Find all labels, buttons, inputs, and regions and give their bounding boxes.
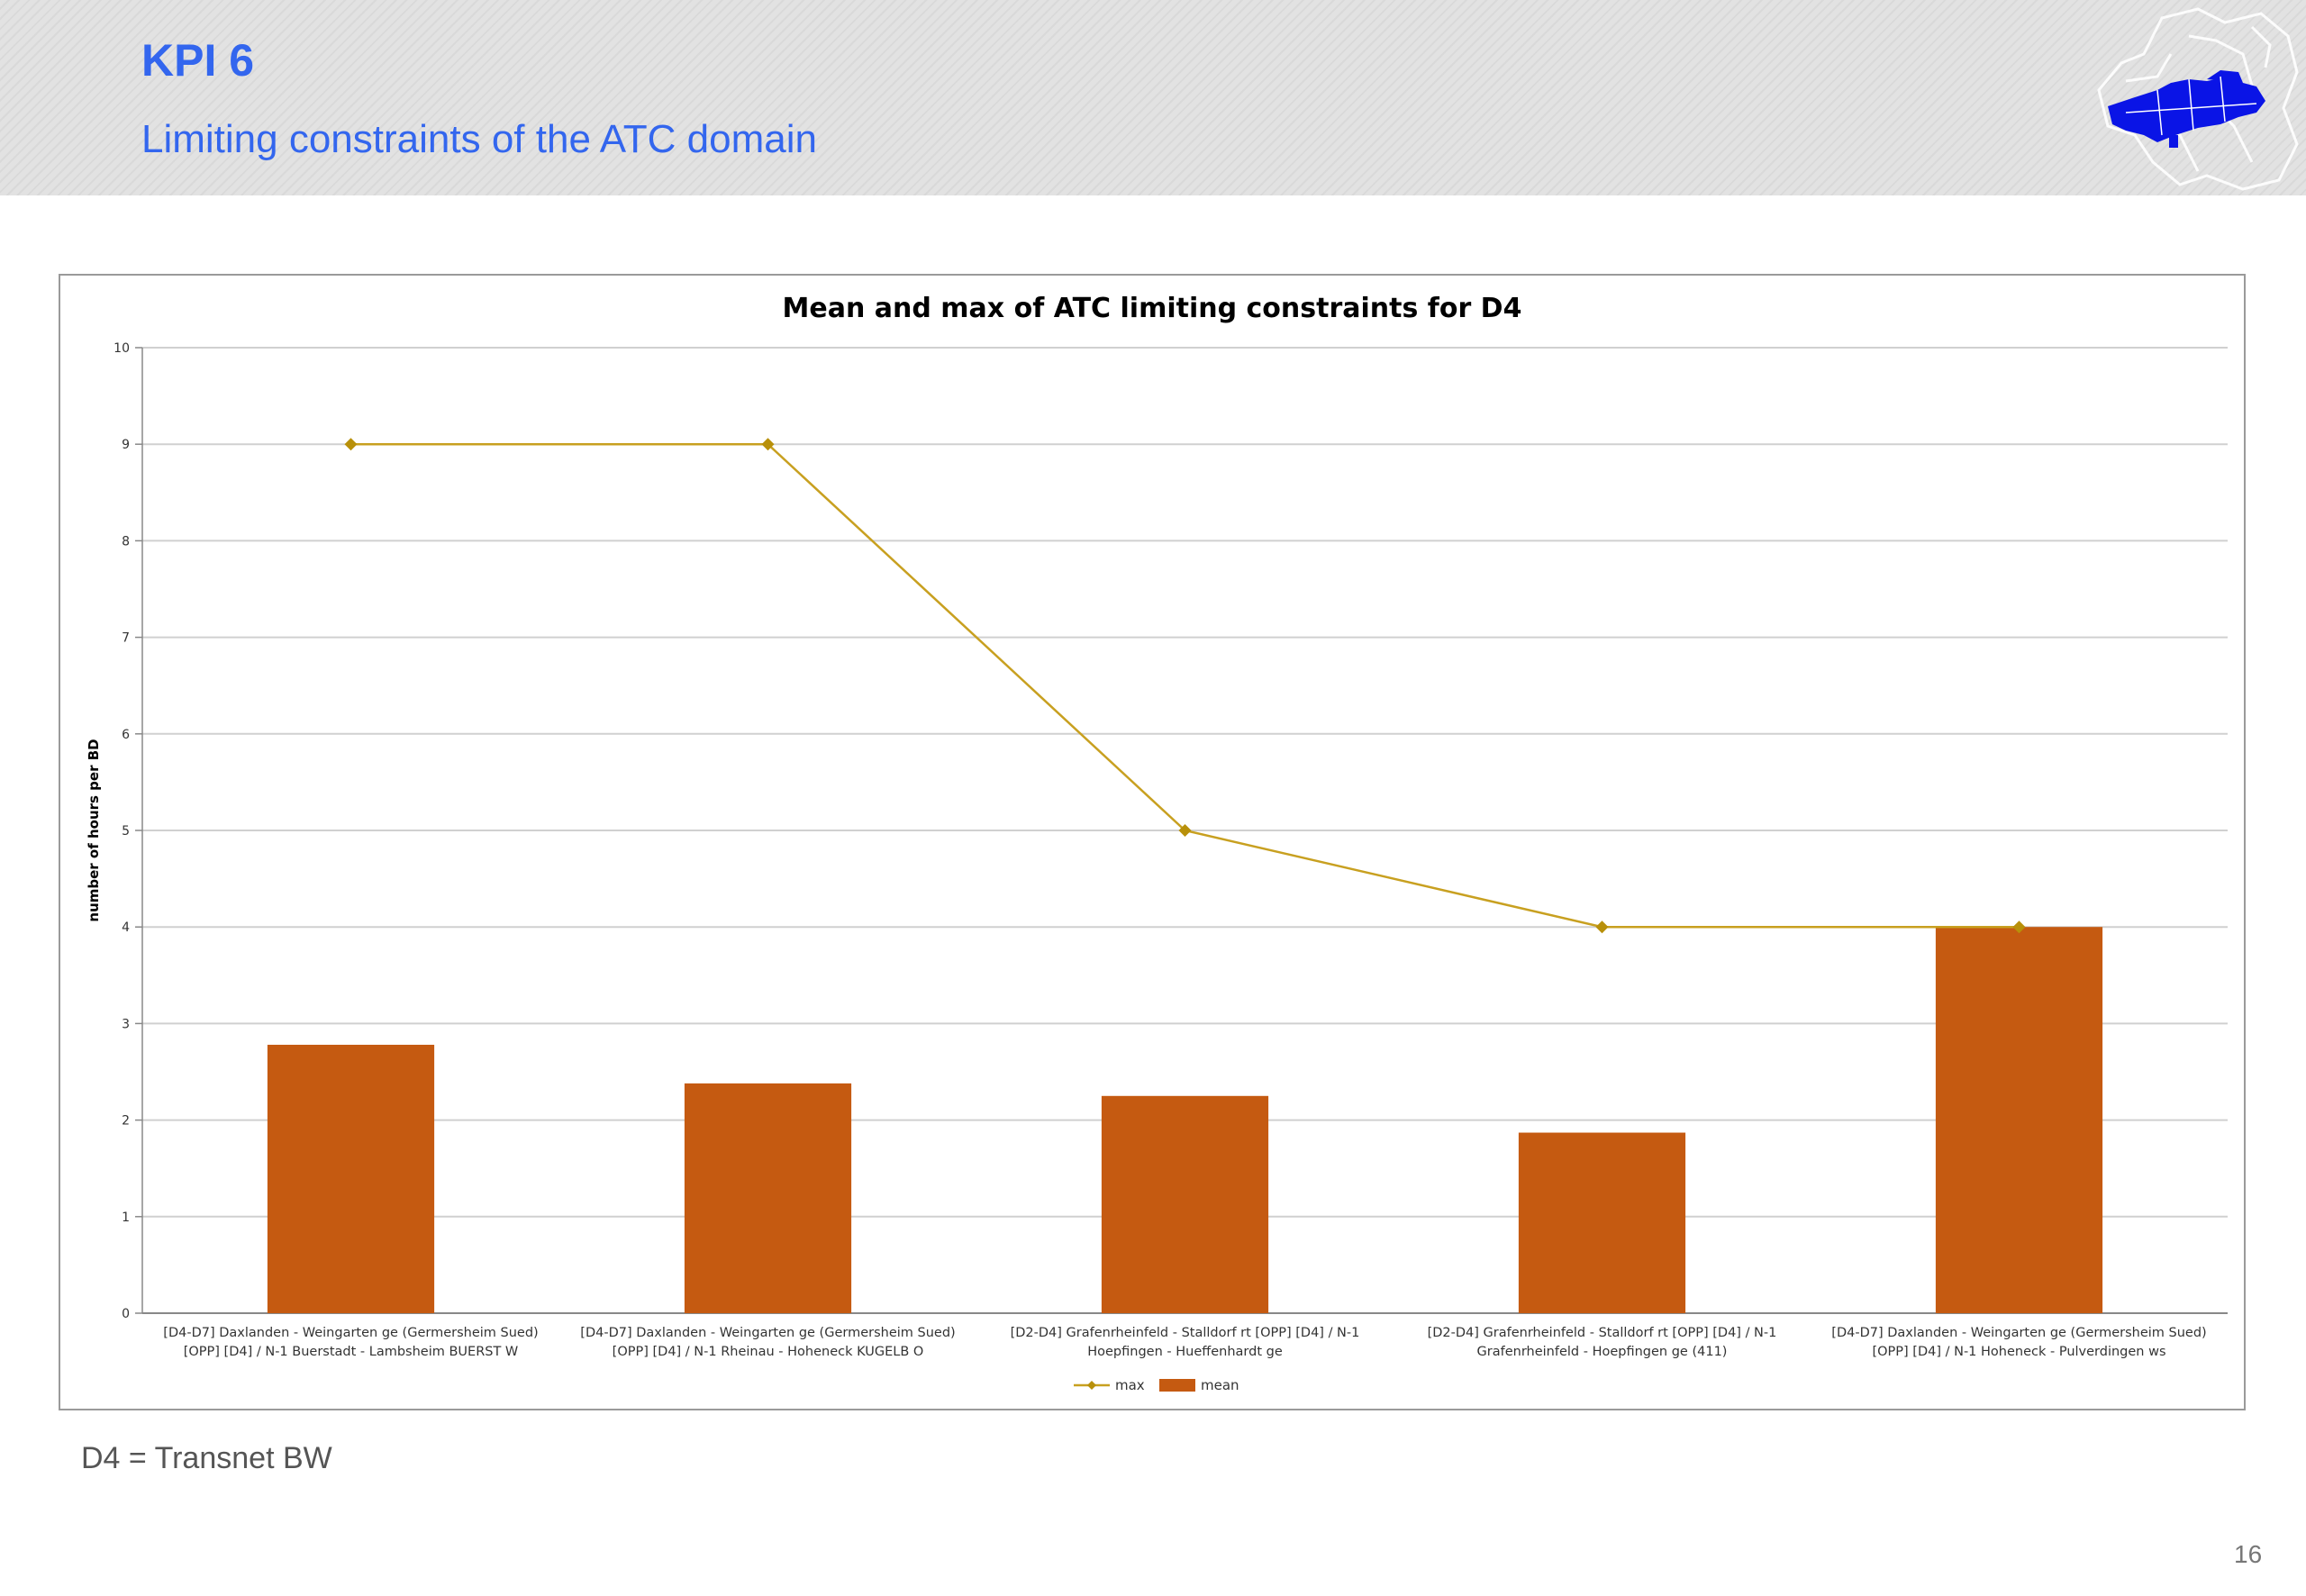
y-axis-ticks: 0 1 2 3 4 5 6 7 8 9 10 (113, 341, 143, 1321)
x-tick-label: [D4-D7] Daxlanden - Weingarten ge (Germe… (163, 1326, 538, 1359)
legend: max mean (1074, 1377, 1239, 1393)
max-line (344, 438, 2026, 934)
page-number: 16 (2234, 1540, 2263, 1568)
y-tick-label: 1 (122, 1211, 130, 1225)
y-tick-label: 2 (122, 1114, 130, 1129)
point-max (1178, 824, 1192, 837)
mean-bars (267, 927, 2103, 1313)
y-tick-label: 5 (122, 824, 130, 839)
chart-title: Mean and max of ATC limiting constraints… (783, 293, 1522, 324)
bar-mean (1518, 1132, 1686, 1313)
point-max (344, 438, 358, 451)
bar-mean (684, 1083, 852, 1313)
slide-title: KPI 6 (141, 35, 255, 86)
legend-mean-label: mean (1201, 1377, 1239, 1393)
bar-mean (1935, 927, 2103, 1313)
legend-mean-swatch (1159, 1379, 1195, 1392)
bar-mean (1101, 1095, 1269, 1313)
y-tick-label: 6 (122, 728, 130, 742)
chart-frame: Mean and max of ATC limiting constraints… (59, 274, 2246, 1410)
point-max (761, 438, 775, 451)
legend-max-marker (1087, 1381, 1096, 1390)
point-max (1595, 920, 1609, 934)
x-tick-label: [D2-D4] Grafenrheinfeld - Stalldorf rt [… (1011, 1326, 1360, 1359)
y-tick-label: 3 (122, 1017, 130, 1031)
y-tick-label: 8 (122, 534, 130, 549)
slide-header: KPI 6 Limiting constraints of the ATC do… (0, 0, 2306, 195)
line-max (350, 442, 2020, 929)
x-tick-label: [D4-D7] Daxlanden - Weingarten ge (Germe… (580, 1326, 955, 1359)
x-tick-label: [D4-D7] Daxlanden - Weingarten ge (Germe… (1831, 1326, 2206, 1359)
y-tick-label: 0 (122, 1307, 130, 1321)
europe-map-logo-icon (2097, 7, 2299, 191)
y-tick-label: 10 (113, 341, 130, 356)
y-tick-label: 7 (122, 631, 130, 646)
y-axis-label: number of hours per BD (86, 739, 102, 921)
chart: Mean and max of ATC limiting constraints… (86, 293, 2228, 1393)
y-tick-label: 9 (122, 438, 130, 452)
x-tick-label: [D2-D4] Grafenrheinfeld - Stalldorf rt [… (1428, 1326, 1777, 1359)
y-tick-label: 4 (122, 920, 130, 935)
bar-mean (267, 1044, 435, 1313)
x-axis-labels: [D4-D7] Daxlanden - Weingarten ge (Germe… (163, 1326, 2206, 1359)
footnote: D4 = Transnet BW (81, 1441, 332, 1475)
slide-subtitle: Limiting constraints of the ATC domain (141, 117, 817, 161)
legend-max-label: max (1115, 1377, 1145, 1393)
